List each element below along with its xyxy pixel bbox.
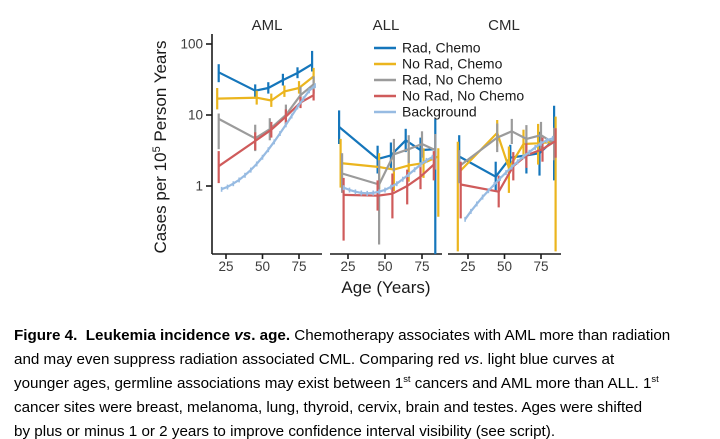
figure-caption: Figure 4. Leukemia incidence vs. age. Ch… (14, 324, 716, 439)
caption-run: by plus or minus 1 or 2 years to improve… (14, 423, 556, 439)
legend-label: No Rad, No Chemo (402, 88, 524, 104)
series-rad-no-chemo (341, 131, 437, 245)
panel-title-cml: CML (488, 17, 520, 34)
legend-item-background: Background (374, 104, 477, 120)
axes (211, 34, 561, 255)
leukemia-incidence-chart: 100 10 1 25 50 75 AML 25 50 75 ALL 25 50 75 CML Rad, Ch… (151, 17, 561, 297)
y-axis: 100 10 1 (180, 37, 212, 194)
caption-run: cancers and AML more than ALL. 1 (410, 375, 652, 392)
x-tick-label: 75 (291, 259, 306, 274)
x-tick-label: 50 (497, 259, 512, 274)
series-rad-chemo (217, 50, 314, 97)
caption-line: and may even suppress radiation associat… (14, 348, 716, 372)
legend-label: Background (402, 104, 477, 120)
y-axis-title: Cases per 105 Person Years (151, 40, 170, 253)
caption-run: and may even suppress radiation associat… (14, 351, 464, 368)
caption-run: cancer sites were breast, melanoma, lung… (14, 399, 643, 416)
x-tick-label: 75 (533, 259, 548, 274)
caption-run: Figure 4. Leukemia incidence (14, 327, 235, 344)
caption-line: Figure 4. Leukemia incidence vs. age. Ch… (14, 324, 716, 348)
panel-title-all: ALL (373, 17, 400, 34)
caption-run: younger ages, germline associations may … (14, 375, 404, 392)
panel-cml (456, 105, 557, 252)
caption-run: vs (463, 351, 480, 368)
x-tick-label: 50 (377, 259, 392, 274)
series-background (220, 83, 316, 192)
x-axis-aml: 25 50 75 (218, 254, 307, 274)
x-axis-title: Age (Years) (341, 278, 430, 297)
legend-label: Rad, Chemo (402, 40, 481, 56)
caption-run: . age. (251, 327, 291, 344)
legend-label: No Rad, Chemo (402, 56, 503, 72)
legend-item-no-rad-chemo: No Rad, Chemo (374, 56, 503, 72)
caption-run: st (403, 372, 411, 384)
y-tick-label: 10 (188, 108, 203, 123)
x-tick-label: 25 (218, 259, 233, 274)
x-axis-cml: 25 50 75 (460, 254, 549, 274)
series-background (464, 135, 554, 222)
caption-line: younger ages, germline associations may … (14, 372, 716, 396)
legend-item-rad-chemo: Rad, Chemo (374, 40, 481, 56)
caption-run: Chemotherapy associates with AML more th… (290, 327, 671, 344)
panel-aml (216, 50, 316, 192)
series-no-rad-chemo (216, 67, 315, 110)
x-axis-all: 25 50 75 (340, 254, 430, 274)
y-tick-label: 1 (195, 179, 203, 194)
caption-line: cancer sites were breast, melanoma, lung… (14, 396, 716, 420)
x-tick-label: 25 (340, 259, 355, 274)
series-background (342, 154, 434, 196)
y-tick-label: 100 (180, 37, 203, 52)
caption-run: . light blue curves at (479, 351, 615, 368)
caption-run: st (651, 372, 659, 384)
caption-line: by plus or minus 1 or 2 years to improve… (14, 420, 716, 439)
panel-all (338, 110, 440, 255)
legend-item-no-rad-no-chemo: No Rad, No Chemo (374, 88, 524, 104)
legend-label: Rad, No Chemo (402, 72, 503, 88)
caption-run: vs (234, 327, 252, 344)
panel-title-aml: AML (252, 17, 283, 34)
legend-item-rad-no-chemo: Rad, No Chemo (374, 72, 503, 88)
x-tick-label: 25 (460, 259, 475, 274)
x-tick-label: 75 (414, 259, 429, 274)
x-tick-label: 50 (255, 259, 270, 274)
